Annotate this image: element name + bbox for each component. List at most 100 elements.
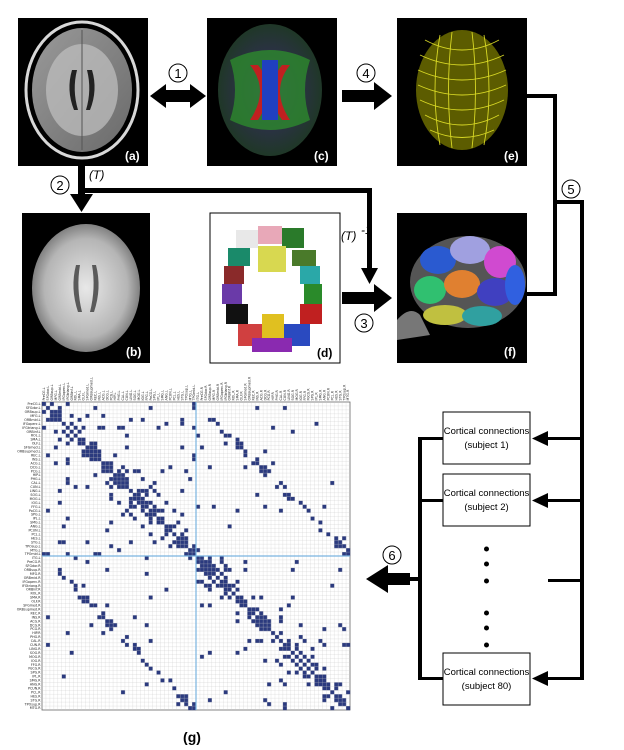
matrix-col-label: LING.L [129,390,133,401]
matrix-col-label: TPOmid.L [192,385,196,402]
matrix-col-label: IFGtriang.L [66,382,70,400]
matrix-row-label: CUN.R [30,643,41,647]
matrix-row-label: TPOsup.L [24,544,41,548]
matrix-row-label: SOG.L [30,493,40,497]
matrix-row-label: ROL.L [31,434,41,438]
matrix-row-label: HES.R [31,694,42,698]
matrix-col-label: MTG.L [188,390,192,400]
matrix-col-label: ROL.L [74,391,78,401]
matrix-row-label: MFG.L [30,414,40,418]
step-4-number: 4 [362,66,369,81]
matrix-col-label: MOG.R [295,388,299,400]
matrix-row-label: ORBsup.L [25,410,41,414]
matrix-col-label: MOG.L [137,389,141,400]
matrix-row-label: ORBmid.L [24,418,40,422]
matrix-row-label: SOG.R [30,651,41,655]
matrix-col-label: IFGoperc.L [62,383,66,401]
step-2-number: 2 [56,178,63,193]
matrix-col-label: SMA.L [78,390,82,400]
matrix-row-label: ORBsupmed.R [17,607,41,611]
matrix-row-label: LING.L [30,489,41,493]
matrix-row-label: DCG.L [30,465,40,469]
matrix-row-label: IFGoperc.R [23,580,42,584]
matrix-col-label: HIP.L [113,393,117,401]
matrix-col-label: ORBsupmed.R [247,376,251,400]
matrix-col-label: PCG.R [267,390,271,401]
matrix-row-label: CAL.L [31,481,40,485]
panel-f-parcellation-image: (f) [397,213,527,363]
matrix-row-label: HIP.L [33,473,41,477]
matrix-col-label: ORBsupmed.L [90,377,94,400]
matrix-col-label: STG.R [338,390,342,401]
ellipsis-dots [484,546,489,648]
matrix-col-label: PCL.R [330,390,334,400]
matrix-row-label: ORBsup.R [24,568,41,572]
matrix-col-label: PreCG.R [200,386,204,400]
matrix-row-label: ORBinf.R [26,588,41,592]
matrix-row-label: SFGdor.R [25,564,41,568]
subject-80-id: (subject 80) [462,681,512,692]
matrix-col-label: MFG.L [54,390,58,400]
subject-1-title: Cortical connections [444,426,530,437]
matrix-col-label: HES.L [176,391,180,401]
matrix-col-label: PCUN.R [326,387,330,400]
panel-d-label: (d) [317,346,332,360]
step-5-number: 5 [567,182,574,197]
matrix-row-label: ORBinf.L [27,430,41,434]
panel-e-tractography-image: (e) [397,18,527,166]
matrix-col-label: OLF.R [240,391,244,401]
matrix-row-label: CAL.R [31,639,41,643]
matrix-col-label: DCG.L [105,390,109,400]
subject-2-id: (subject 2) [464,502,508,513]
step-5-connector: 5 [527,94,584,686]
matrix-col-label: PCUN.L [169,388,173,400]
matrix-row-label: ROL.R [30,592,41,596]
panel-g-connectivity-matrix: PreCG.LPreCG.LSFGdor.LSFGdor.LORBsup.LOR… [17,376,351,711]
matrix-col-label: FFG.R [303,390,307,400]
matrix-row-label: IPL.R [32,675,41,679]
matrix-row-label: REC.R [30,611,41,615]
matrix-col-label: HES.R [334,390,338,401]
matrix-row-label: PoCG.L [29,509,41,513]
matrix-row-label: PHG.R [30,635,41,639]
step-3-number: 3 [360,316,367,331]
matrix-row-label: IOG.L [31,501,40,505]
matrix-col-label: HIP.R [271,392,275,401]
matrix-col-label: FFG.L [145,391,149,400]
matrix-col-label: STG.L [180,391,184,401]
matrix-col-label: IOG.L [141,391,145,400]
matrix-col-label: ANG.R [323,389,327,400]
matrix-row-label: PCL.L [31,532,40,536]
matrix-col-label: SFGdor.L [46,386,50,401]
step-1-arrow: 1 [150,63,206,108]
subject-box-2: Cortical connections (subject 2) [442,473,531,527]
matrix-row-label: ANG.L [30,525,40,529]
matrix-row-label: IPL.L [33,517,41,521]
panel-e-label: (e) [504,149,519,163]
matrix-row-label: SFGdor.L [26,406,41,410]
matrix-col-label: PCG.L [109,391,113,401]
matrix-row-label: REC.L [31,453,41,457]
step-3-arrow: 3 [342,284,392,333]
matrix-col-label: ORBsup.R [208,383,212,400]
panel-c-dti-image: (c) [207,18,337,166]
matrix-row-label: SMG.L [30,521,41,525]
matrix-col-label: IFGtriang.R [224,381,228,400]
step-6-number: 6 [388,548,395,563]
matrix-col-label: CUN.R [283,389,287,400]
subject-2-title: Cortical connections [444,488,530,499]
matrix-col-label: CAL.R [279,390,283,400]
step-4-arrow: 4 [342,63,392,110]
matrix-row-label: ACG.R [30,619,41,623]
matrix-row-label: PreCG.L [28,402,41,406]
panel-d-atlas-image: (d) [209,212,341,364]
matrix-row-label: OLF.L [32,442,41,446]
matrix-row-label: FFG.L [31,505,40,509]
matrix-col-label: SFGmed.R [244,383,248,401]
matrix-row-label: PHG.L [31,477,41,481]
matrix-row-label: SMA.R [30,596,41,600]
matrix-row-label: SPG.R [31,671,42,675]
matrix-col-label: ITG.L [196,392,200,401]
subject-box-1: Cortical connections (subject 1) [442,411,531,465]
